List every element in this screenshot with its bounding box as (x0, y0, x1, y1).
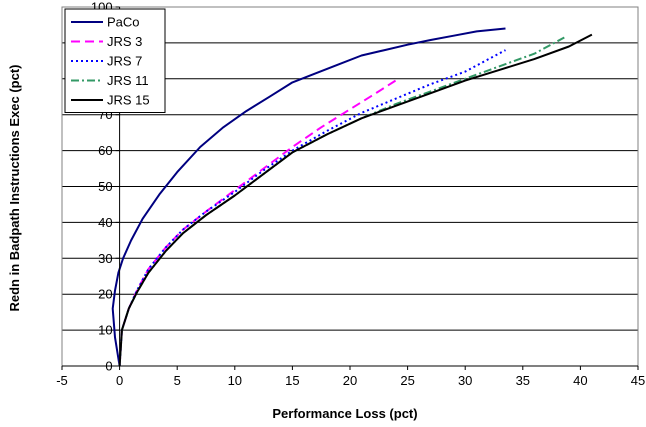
legend-label: JRS 7 (107, 54, 142, 69)
x-tick-label: -5 (56, 373, 68, 388)
x-tick-label: 10 (228, 373, 242, 388)
x-tick-label: 40 (573, 373, 587, 388)
series-line-jrs-15 (118, 33, 593, 367)
y-tick-label: 10 (98, 323, 112, 338)
x-axis-label: Performance Loss (pct) (272, 406, 417, 421)
y-tick-label: 20 (98, 287, 112, 302)
legend-label: JRS 11 (107, 73, 149, 88)
x-tick-label: 0 (116, 373, 123, 388)
x-tick-label: 5 (174, 373, 181, 388)
series-line-paco (111, 27, 506, 367)
x-tick-label: 25 (400, 373, 414, 388)
series-line-jrs-3 (118, 77, 399, 367)
y-tick-label: 30 (98, 251, 112, 266)
legend-label: PaCo (107, 15, 140, 30)
legend-label: JRS 3 (107, 34, 142, 49)
x-tick-label: 30 (458, 373, 472, 388)
y-tick-label: 60 (98, 143, 112, 158)
series-line-jrs-7 (118, 49, 506, 367)
y-tick-label: 40 (98, 215, 112, 230)
y-axis-label: Redn in Badpath Instructions Exec (pct) (7, 64, 22, 311)
x-tick-label: 20 (343, 373, 357, 388)
series-lines (111, 27, 593, 367)
y-tick-label: 50 (98, 179, 112, 194)
series-line-jrs-11 (118, 36, 565, 367)
x-tick-label: 35 (516, 373, 530, 388)
x-tick-label: 15 (285, 373, 299, 388)
legend: PaCo JRS 3 JRS 7 JRS 11 JRS 15 (64, 8, 166, 113)
legend-label: JRS 15 (107, 93, 150, 108)
y-tick-label: 0 (105, 359, 112, 374)
tick-labels: 0102030405060708090100-50510152025303540… (56, 0, 645, 388)
x-tick-label: 45 (631, 373, 645, 388)
